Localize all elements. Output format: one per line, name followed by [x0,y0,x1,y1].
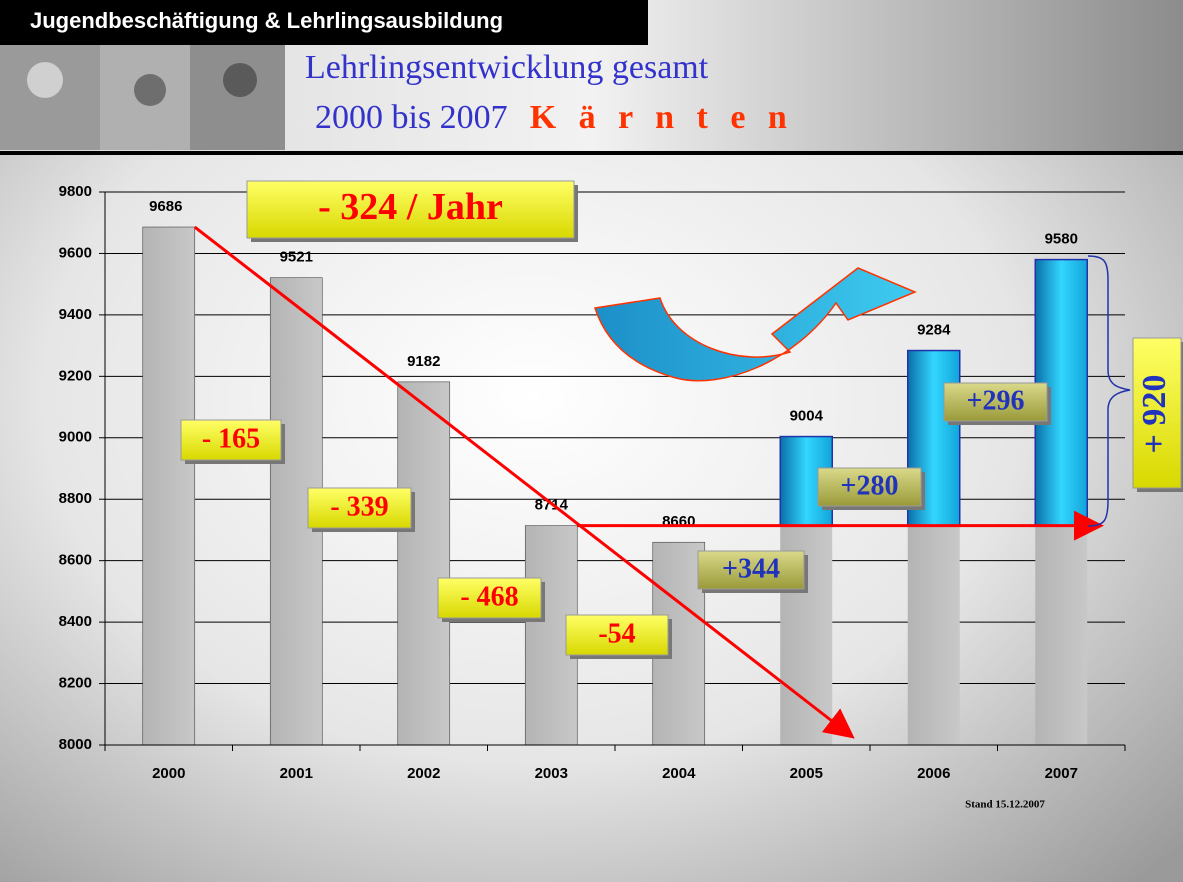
title-line-2: 2000 bis 2007 K ä r n t e n [315,99,794,136]
title-years: 2000 bis 2007 [315,99,508,136]
x-tick-label: 2000 [152,765,185,782]
header-rule [0,151,1183,155]
annotation-box [1132,337,1182,489]
value-label: 9004 [790,408,824,425]
note: Stand 15.12.2007 [965,799,1045,811]
bar-base [1035,525,1088,745]
y-tick-label: 8600 [59,552,92,569]
y-tick-label: 9400 [59,306,92,323]
annotation: - 339 [330,491,388,522]
bar [142,226,196,746]
y-tick-label: 8000 [59,736,92,753]
annotation: + 920 [1136,375,1173,454]
annotation-box [697,550,805,590]
annotation: +296 [967,385,1025,416]
plot: 8000 8200 8400 8600 8800 9000 9200 9400 9600 9800… [59,180,1183,811]
annotation: -54 [598,618,635,649]
title-line-1: Lehrlingsentwicklung gesamt [305,49,709,86]
annotation: - 324 / Jahr [318,186,503,228]
value-label: 9686 [149,198,182,215]
annotation: - 165 [202,423,260,454]
x-tick-label: 2003 [535,765,568,782]
x-tick-label: 2005 [790,765,823,782]
annotation-box [180,419,282,461]
y-tick-label: 8400 [59,613,92,630]
annotation: +280 [841,470,899,501]
bar-base [907,525,960,745]
y-tick-label: 9600 [59,244,92,261]
value-label: 9284 [917,321,951,338]
bar [397,381,451,746]
curved-arrow [594,267,917,382]
y-tick-label: 9000 [59,429,92,446]
section-title: Jugendbeschäftigung & Lehrlingsausbildun… [30,8,503,33]
annotation: +344 [722,553,780,584]
title-region: K ä r n t e n [530,99,794,136]
annotation-box [307,487,412,529]
section-box [0,0,648,45]
value-label: 9182 [407,353,440,370]
value-label: 8660 [662,513,695,530]
x-tick-label: 2007 [1045,765,1078,782]
x-tick-label: 2001 [280,765,313,782]
annotation-box [817,467,922,507]
y-tick-label: 9800 [59,183,92,200]
annotation-box [246,180,575,239]
annotation-box [565,614,669,656]
x-tick-label: 2002 [407,765,440,782]
value-label: 9580 [1045,231,1078,248]
x-tick-label: 2006 [917,765,950,782]
annotation: - 468 [460,581,518,612]
y-tick-label: 9200 [59,367,92,384]
annotation-box [943,382,1048,422]
photos [0,45,285,150]
trend-arrow [193,225,855,739]
x-tick-label: 2004 [662,765,696,782]
value-label: 9521 [280,249,313,266]
brace [1087,255,1131,527]
y-tick-label: 8200 [59,675,92,692]
y-tick-label: 8800 [59,490,92,507]
annotation-box [437,577,542,619]
